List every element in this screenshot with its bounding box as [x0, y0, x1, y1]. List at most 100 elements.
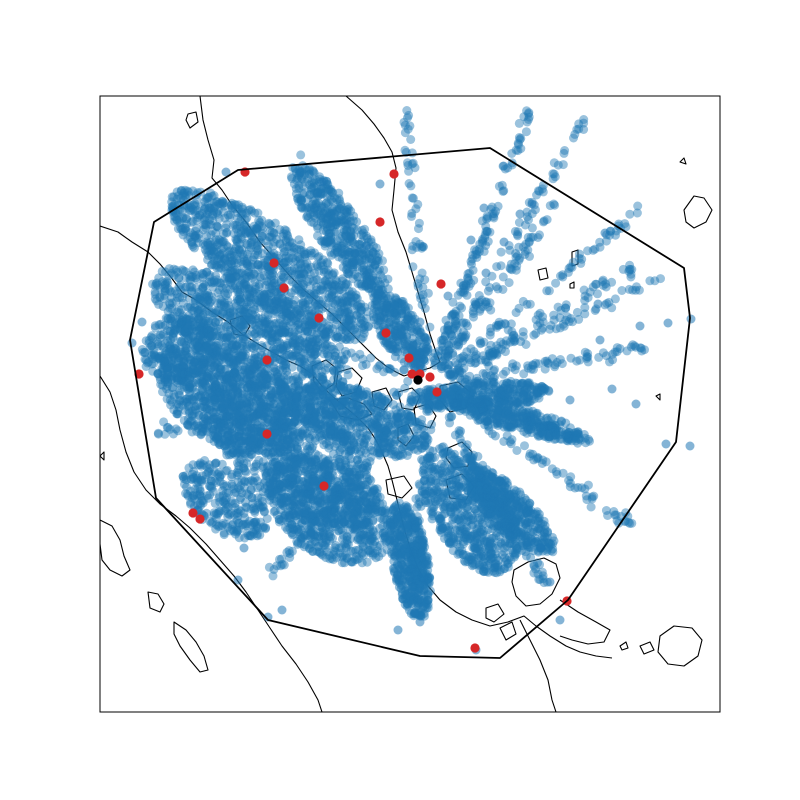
coverage-point	[394, 498, 404, 508]
coverage-point	[265, 305, 275, 315]
coverage-point	[267, 281, 277, 291]
coverage-point	[223, 431, 233, 440]
coverage-point	[226, 259, 236, 269]
coverage-point	[332, 277, 342, 287]
coverage-point	[321, 302, 331, 312]
coverage-point	[390, 541, 400, 550]
coastline-bangka	[511, 557, 561, 607]
coverage-point	[185, 394, 195, 404]
coverage-point	[328, 269, 338, 279]
coverage-point	[338, 534, 347, 544]
coverage-point	[207, 245, 217, 255]
coverage-point	[215, 198, 225, 208]
coverage-point	[299, 247, 309, 257]
coverage-point	[303, 299, 313, 309]
coverage-point	[337, 515, 347, 525]
coverage-point	[266, 295, 276, 305]
coverage-point	[336, 298, 346, 308]
coverage-point	[281, 492, 291, 502]
coverage-point	[359, 325, 369, 335]
coverage-point	[304, 295, 314, 305]
coverage-point	[297, 287, 307, 297]
coverage-point	[265, 219, 275, 229]
coverage-point	[252, 223, 262, 233]
coverage-point	[300, 416, 309, 426]
coverage-point	[310, 501, 320, 511]
coverage-point	[287, 523, 297, 533]
coverage-point	[242, 289, 252, 299]
coverage-point	[336, 302, 346, 311]
coastline-riau-6	[439, 381, 471, 413]
coverage-point	[320, 532, 329, 542]
coverage-point	[186, 206, 196, 216]
coverage-point	[210, 251, 220, 261]
coverage-point	[299, 288, 309, 298]
coverage-point	[269, 229, 279, 239]
coverage-point	[173, 224, 183, 234]
coverage-point	[259, 290, 269, 300]
coverage-point	[312, 275, 322, 284]
coverage-point	[242, 213, 252, 223]
coverage-point	[272, 251, 282, 261]
coverage-point	[203, 192, 213, 202]
coverage-point	[190, 206, 200, 216]
coverage-point	[232, 249, 242, 259]
coverage-point	[209, 256, 219, 266]
coverage-point	[252, 224, 262, 234]
coverage-point	[215, 250, 225, 260]
coverage-point	[161, 267, 170, 277]
coverage-point	[220, 262, 230, 272]
coverage-point	[365, 522, 375, 532]
coverage-point	[202, 247, 212, 257]
coverage-point	[359, 329, 369, 338]
coverage-point	[275, 297, 285, 307]
coverage-point	[299, 431, 308, 441]
coverage-point	[258, 288, 268, 298]
coastline-islet-r1	[537, 267, 549, 281]
coverage-point	[195, 210, 204, 220]
coastline-peninsula-west	[199, 96, 405, 377]
coverage-point	[309, 288, 319, 298]
coverage-point	[209, 376, 219, 385]
coverage-point	[174, 214, 184, 224]
coverage-point	[282, 308, 291, 318]
coverage-point	[277, 428, 287, 438]
coverage-point	[319, 349, 329, 359]
coverage-point	[323, 298, 333, 308]
coverage-point	[266, 276, 276, 286]
coverage-point	[334, 295, 344, 305]
coverage-point	[205, 240, 215, 250]
coverage-point	[234, 245, 244, 255]
coastline-riau-9	[445, 441, 473, 469]
coverage-point	[207, 191, 217, 201]
coastline-islet-r3	[569, 281, 575, 289]
coverage-point	[279, 267, 289, 276]
coverage-point	[345, 311, 355, 321]
coverage-point	[307, 322, 317, 332]
coverage-point	[307, 292, 317, 302]
coverage-point	[333, 526, 343, 536]
coverage-point	[322, 283, 332, 292]
coverage-point	[208, 211, 218, 221]
coverage-point	[184, 187, 194, 197]
coverage-point	[194, 233, 204, 243]
coverage-point	[253, 446, 263, 455]
coverage-point	[248, 255, 258, 265]
coverage-point	[246, 270, 256, 280]
coverage-point	[212, 255, 222, 265]
coverage-point	[272, 299, 282, 309]
coverage-point	[206, 203, 216, 213]
coverage-point	[252, 243, 262, 253]
coverage-point	[366, 548, 375, 558]
coverage-point	[231, 272, 241, 282]
coverage-point	[227, 274, 237, 284]
coverage-point	[330, 299, 340, 309]
coverage-point	[257, 293, 267, 303]
coverage-point	[360, 321, 370, 330]
coverage-point	[283, 231, 292, 240]
coverage-point	[302, 315, 312, 325]
coverage-point	[200, 215, 210, 225]
coverage-point	[268, 241, 278, 251]
coverage-point	[257, 215, 267, 225]
coverage-point	[198, 269, 208, 278]
